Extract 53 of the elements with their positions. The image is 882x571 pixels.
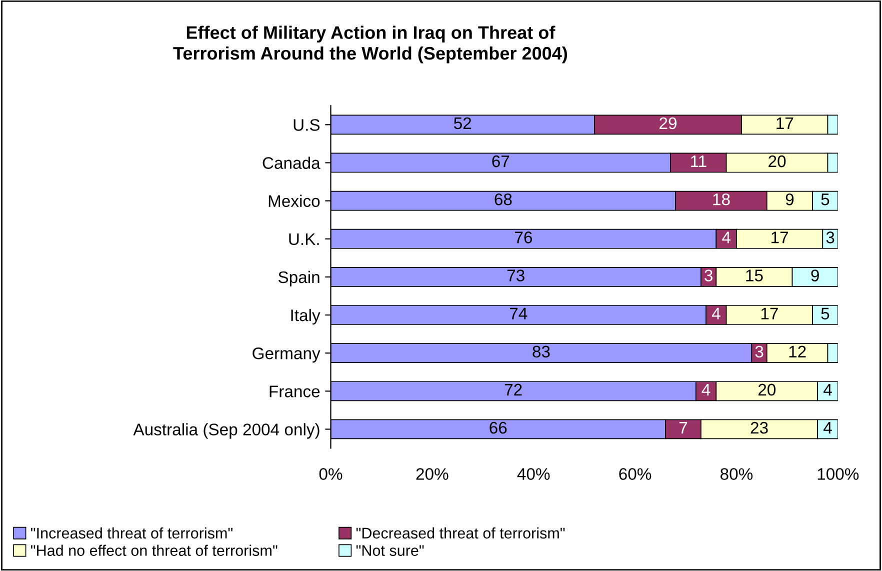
y-tick-label: Mexico: [268, 194, 320, 208]
data-label: 15: [746, 270, 763, 282]
x-tick-label: 80%: [720, 468, 753, 480]
data-label: 5: [821, 194, 830, 206]
data-label: 9: [786, 193, 794, 206]
data-label: 4: [712, 308, 720, 320]
y-tick-label: Germany: [252, 347, 320, 363]
y-tick-label: France: [270, 386, 320, 398]
data-label: 72: [504, 384, 522, 396]
legend-label: "Not sure": [356, 545, 424, 556]
data-label: 20: [758, 384, 776, 396]
y-tick-label: Spain: [278, 270, 320, 286]
x-tick-label: 40%: [517, 468, 550, 480]
data-label: 3: [755, 346, 764, 358]
x-tick-label: 0%: [319, 468, 342, 480]
data-label: 83: [532, 346, 550, 358]
data-label: 17: [776, 118, 794, 129]
data-label: 12: [789, 346, 806, 358]
data-label: 67: [492, 155, 510, 168]
x-tick-label: 20%: [416, 468, 448, 480]
data-label: 76: [515, 232, 532, 244]
data-label: 20: [768, 155, 786, 168]
y-tick-label: Italy: [291, 308, 320, 324]
x-tick-label: 100%: [818, 468, 859, 480]
data-label: 23: [750, 422, 768, 434]
data-label: 18: [713, 193, 730, 206]
y-tick-label: Australia (Sep 2004 only): [133, 423, 320, 439]
data-label: 4: [702, 384, 710, 396]
data-label: 3: [826, 232, 834, 244]
data-label: 73: [507, 270, 524, 282]
x-tick-label: 60%: [619, 468, 652, 480]
data-label: 29: [660, 117, 676, 130]
legend-label: "Had no effect on threat of terrorism": [31, 544, 278, 556]
data-label: 66: [490, 422, 507, 434]
data-label: 7: [679, 422, 688, 434]
legend-label: "Increased threat of terrorism": [31, 527, 232, 539]
data-label: 17: [772, 232, 788, 244]
data-label: 17: [761, 308, 778, 320]
data-label: 74: [510, 308, 528, 320]
data-label: 9: [811, 270, 819, 282]
data-label: 68: [494, 193, 512, 206]
y-tick-label: U.K.: [289, 233, 319, 246]
data-label: 4: [722, 232, 730, 244]
legend-label: "Decreased threat of terrorism": [356, 527, 565, 539]
data-label: 52: [454, 117, 472, 130]
data-label: 3: [704, 270, 712, 282]
data-label: 4: [824, 422, 832, 434]
data-label: 4: [824, 384, 832, 396]
y-tick-label: U.S: [294, 119, 320, 131]
y-tick-label: Canada: [262, 156, 320, 169]
data-label: 11: [691, 156, 706, 168]
chart-title: Effect of Military Action in Iraq on Threat of Terrorism Around the World (September 2004): [173, 26, 568, 64]
data-label: 5: [821, 308, 830, 320]
